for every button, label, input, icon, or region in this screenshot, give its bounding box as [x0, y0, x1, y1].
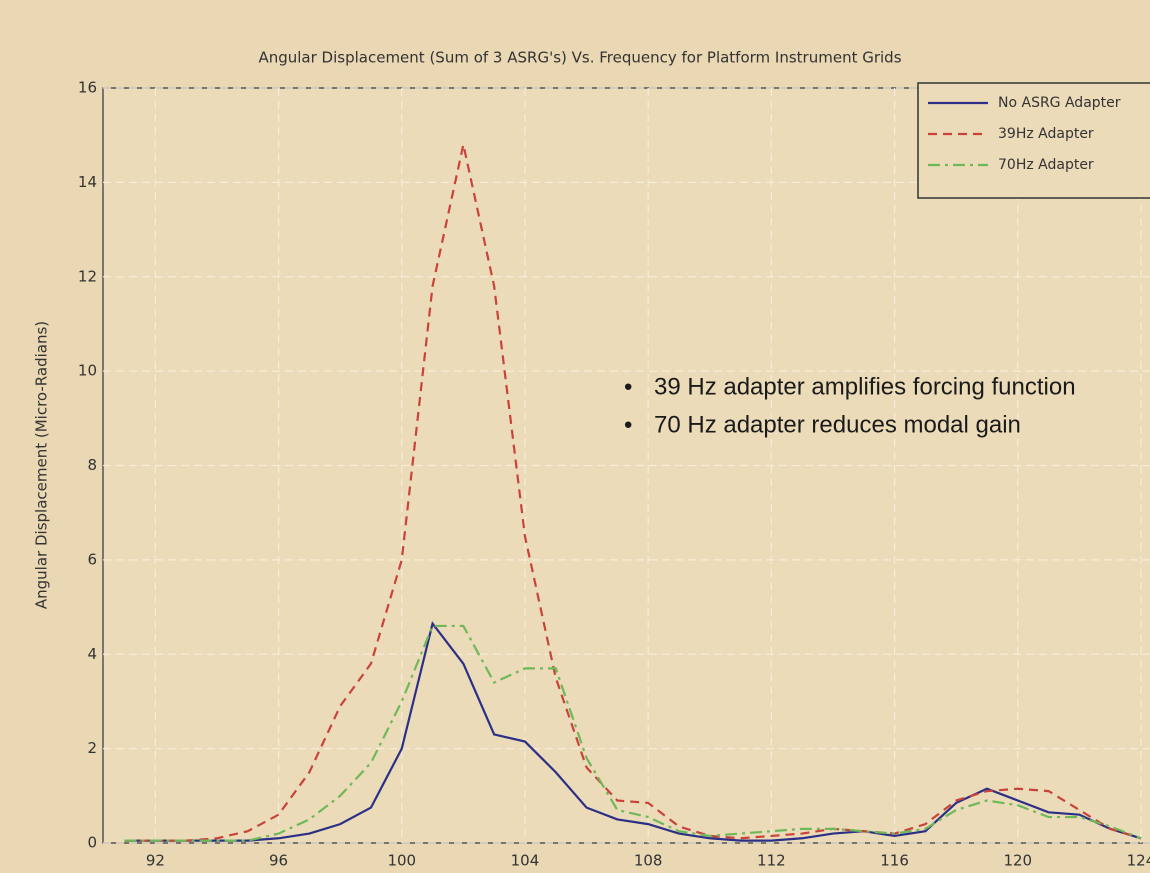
y-tick-label: 12 [78, 267, 97, 285]
y-tick-label: 14 [78, 173, 97, 191]
y-tick-label: 0 [87, 834, 97, 852]
series-line [124, 144, 1142, 842]
x-tick-label: 116 [880, 852, 909, 870]
y-tick-label: 4 [87, 645, 97, 663]
x-tick-label: 104 [511, 852, 540, 870]
y-tick-label: 10 [78, 362, 97, 380]
annotation: 70 Hz adapter reduces modal gain [654, 411, 1021, 438]
y-tick-label: 2 [87, 739, 97, 757]
y-tick-label: 6 [87, 550, 97, 568]
x-tick-label: 100 [387, 852, 416, 870]
y-axis-label: Angular Displacement (Micro-Radians) [33, 321, 51, 609]
x-tick-label: 120 [1003, 852, 1032, 870]
legend-label: 70Hz Adapter [998, 157, 1094, 173]
series-line [124, 624, 1142, 842]
x-tick-label: 124 [1127, 852, 1150, 870]
y-tick-label: 8 [87, 456, 97, 474]
annotation-bullet: • [624, 373, 632, 400]
x-tick-label: 108 [634, 852, 663, 870]
legend-label: 39Hz Adapter [998, 126, 1094, 142]
y-tick-label: 16 [78, 79, 97, 97]
x-tick-label: 112 [757, 852, 786, 870]
x-tick-label: 92 [146, 852, 165, 870]
annotation-bullet: • [624, 411, 632, 438]
chart-title: Angular Displacement (Sum of 3 ASRG's) V… [258, 49, 901, 67]
legend-label: No ASRG Adapter [998, 95, 1121, 111]
x-tick-label: 96 [269, 852, 288, 870]
annotation: 39 Hz adapter amplifies forcing function [654, 373, 1076, 400]
